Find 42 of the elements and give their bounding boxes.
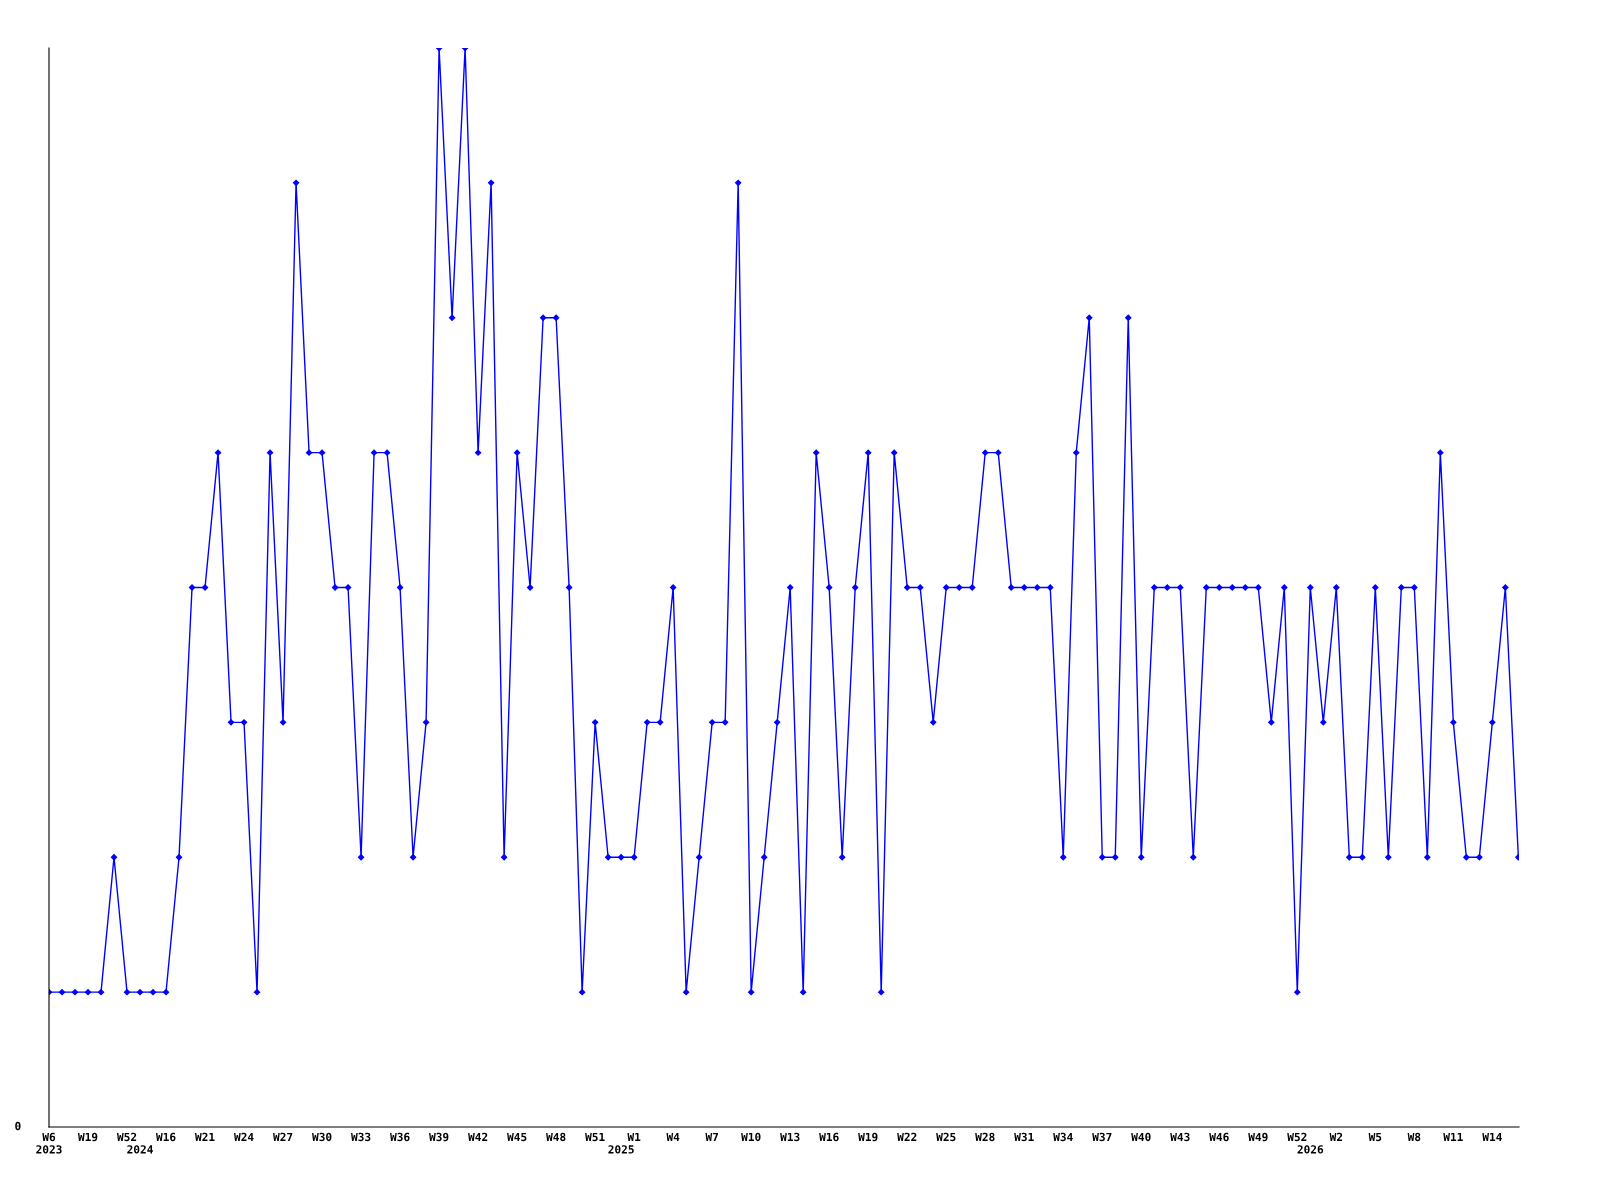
x-tick-label: W42: [468, 1132, 488, 1141]
x-tick-label: W48: [546, 1132, 566, 1142]
x-tick-label: W6 2023: [36, 1132, 62, 1154]
x-tick-label: W36: [390, 1132, 410, 1142]
x-tick-label: W33: [351, 1132, 371, 1142]
x-tick-label: W14: [1482, 1132, 1502, 1141]
x-tick-label: W45: [507, 1132, 527, 1142]
x-tick-label: W16: [819, 1132, 839, 1142]
x-tick-label: W13: [780, 1132, 800, 1142]
x-tick-label: W52: [1287, 1132, 1307, 1142]
x-tick-label: W24: [234, 1132, 254, 1141]
x-tick-label: W37: [1092, 1132, 1112, 1142]
x-tick-label: W43: [1170, 1132, 1190, 1142]
x-tick-label: 2026: [1297, 1145, 1324, 1154]
x-tick-label: 2025: [608, 1145, 634, 1154]
x-tick-label: W30: [312, 1132, 332, 1142]
x-tick-label: W21: [195, 1132, 215, 1141]
x-tick-label: W22: [897, 1132, 917, 1141]
x-tick-label: 2024: [127, 1145, 153, 1154]
text: 0: [15, 1121, 21, 1131]
x-tick-label: W19: [858, 1132, 878, 1142]
x-tick-label: W19: [77, 1132, 98, 1142]
x-tick-label: W27: [273, 1132, 293, 1141]
x-tick-label: W4: [666, 1132, 680, 1141]
x-tick-label: W40: [1131, 1132, 1151, 1142]
x-tick-label: W34: [1053, 1132, 1073, 1142]
x-tick-label: W8: [1407, 1132, 1421, 1142]
x-tick-label: W25: [936, 1132, 956, 1142]
x-tick-label: W46: [1209, 1132, 1229, 1142]
x-tick-label: W39: [429, 1132, 449, 1142]
x-tick-label: W49: [1248, 1132, 1268, 1142]
x-tick-label: W7: [705, 1132, 719, 1141]
x-tick-label: W2: [1329, 1132, 1343, 1141]
x-tick-label: W31: [1014, 1132, 1034, 1142]
x-tick-label: W51: [585, 1132, 605, 1142]
x-tick-label: W11: [1443, 1132, 1463, 1141]
x-tick-label: W10: [741, 1132, 761, 1142]
x-tick-label: W16: [155, 1132, 176, 1142]
x-tick-label: W52: [116, 1132, 137, 1142]
x-tick-label: W1: [627, 1132, 641, 1141]
x-tick-label: W5: [1368, 1132, 1382, 1142]
x-tick-label: W28: [975, 1132, 995, 1142]
